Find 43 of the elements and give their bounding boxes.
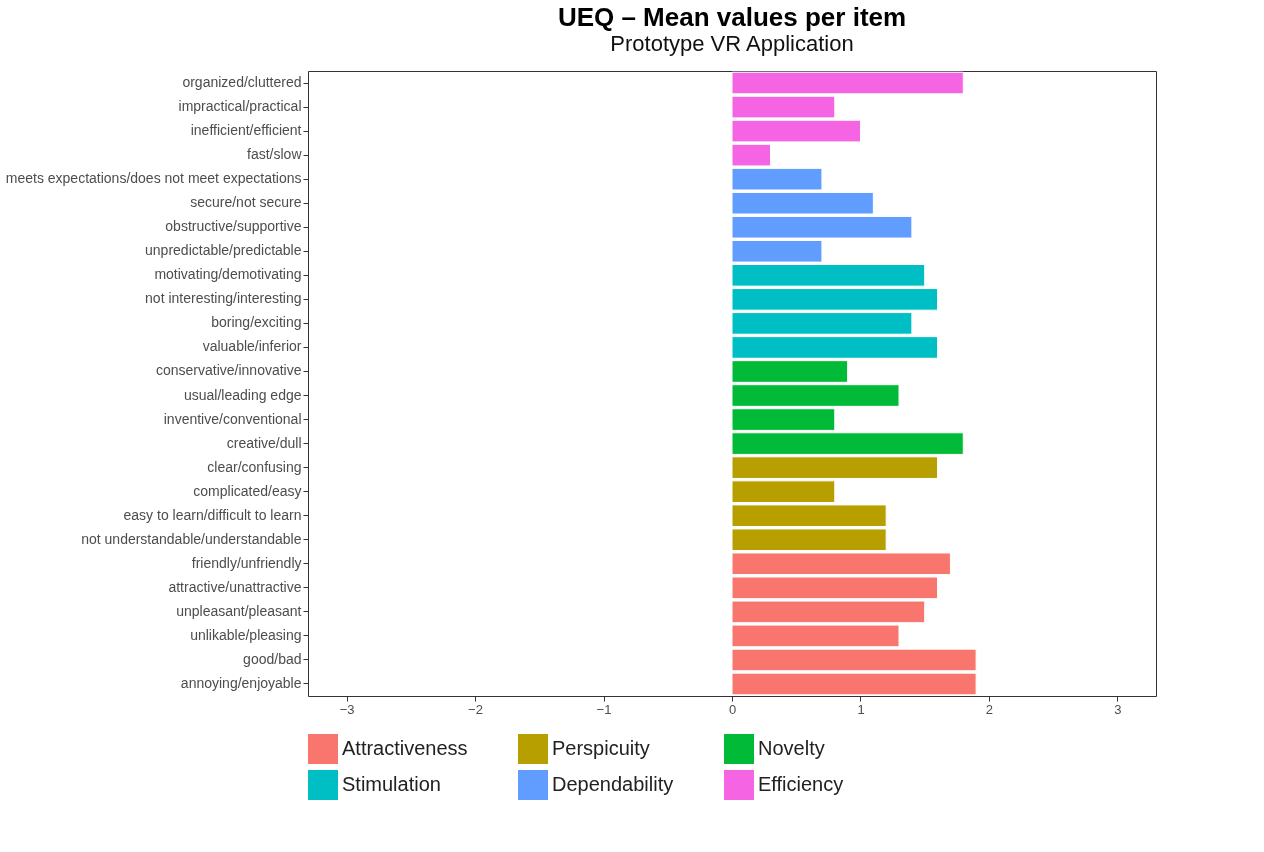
x-tick-label: 1 <box>857 701 865 717</box>
y-tick-label: friendly/unfriendly <box>191 554 302 571</box>
x-tick-label: −2 <box>468 701 483 717</box>
y-tick-label: attractive/unattractive <box>168 578 302 595</box>
legend-label: Attractiveness <box>342 737 468 759</box>
y-tick-label: conservative/innovative <box>155 362 302 379</box>
y-tick-label: valuable/inferior <box>202 338 302 355</box>
x-tick-label: 3 <box>1114 701 1122 717</box>
y-tick-label: unpredictable/predictable <box>145 242 302 259</box>
y-tick-label: organized/cluttered <box>182 74 302 91</box>
chart-title: UEQ – Mean values per item <box>557 2 907 32</box>
y-tick-label: annoying/enjoyable <box>180 674 302 691</box>
y-tick-label: unpleasant/pleasant <box>176 602 302 619</box>
y-tick-label: meets expectations/does not meet expectations <box>5 170 302 187</box>
y-tick-label: inefficient/efficient <box>190 122 302 139</box>
y-tick-label: boring/exciting <box>211 314 302 331</box>
y-tick-label: inventive/conventional <box>163 410 302 427</box>
x-tick-label: 2 <box>985 701 994 717</box>
x-tick-label: −1 <box>596 701 612 717</box>
bar <box>731 672 977 696</box>
y-tick-label: complicated/easy <box>193 482 302 499</box>
y-tick-label: secure/not secure <box>190 194 302 211</box>
y-tick-label: motivating/demotivating <box>154 266 302 283</box>
legend-label: Novelty <box>758 737 825 759</box>
legend-label: Perspicuity <box>552 737 650 759</box>
legend-label: Efficiency <box>758 773 844 795</box>
y-tick-label: usual/leading edge <box>183 386 302 403</box>
x-tick-label: 0 <box>728 701 737 717</box>
y-tick-label: impractical/practical <box>178 98 302 115</box>
y-tick-label: good/bad <box>243 650 302 667</box>
chart-subtitle: Prototype VR Application <box>610 31 854 56</box>
y-tick-label: fast/slow <box>247 146 303 163</box>
x-tick-label: −3 <box>339 701 355 717</box>
bar <box>731 71 964 95</box>
y-tick-label: not interesting/interesting <box>145 290 302 307</box>
legend-label: Dependability <box>552 773 674 795</box>
legend-label: Stimulation <box>342 773 441 795</box>
y-tick-label: not understandable/understandable <box>81 530 302 547</box>
y-tick-label: clear/confusing <box>207 458 302 475</box>
y-tick-label: creative/dull <box>226 434 302 451</box>
y-tick-label: obstructive/supportive <box>165 218 302 235</box>
y-tick-label: unlikable/pleasing <box>190 626 302 643</box>
y-tick-label: easy to learn/difficult to learn <box>123 506 302 523</box>
